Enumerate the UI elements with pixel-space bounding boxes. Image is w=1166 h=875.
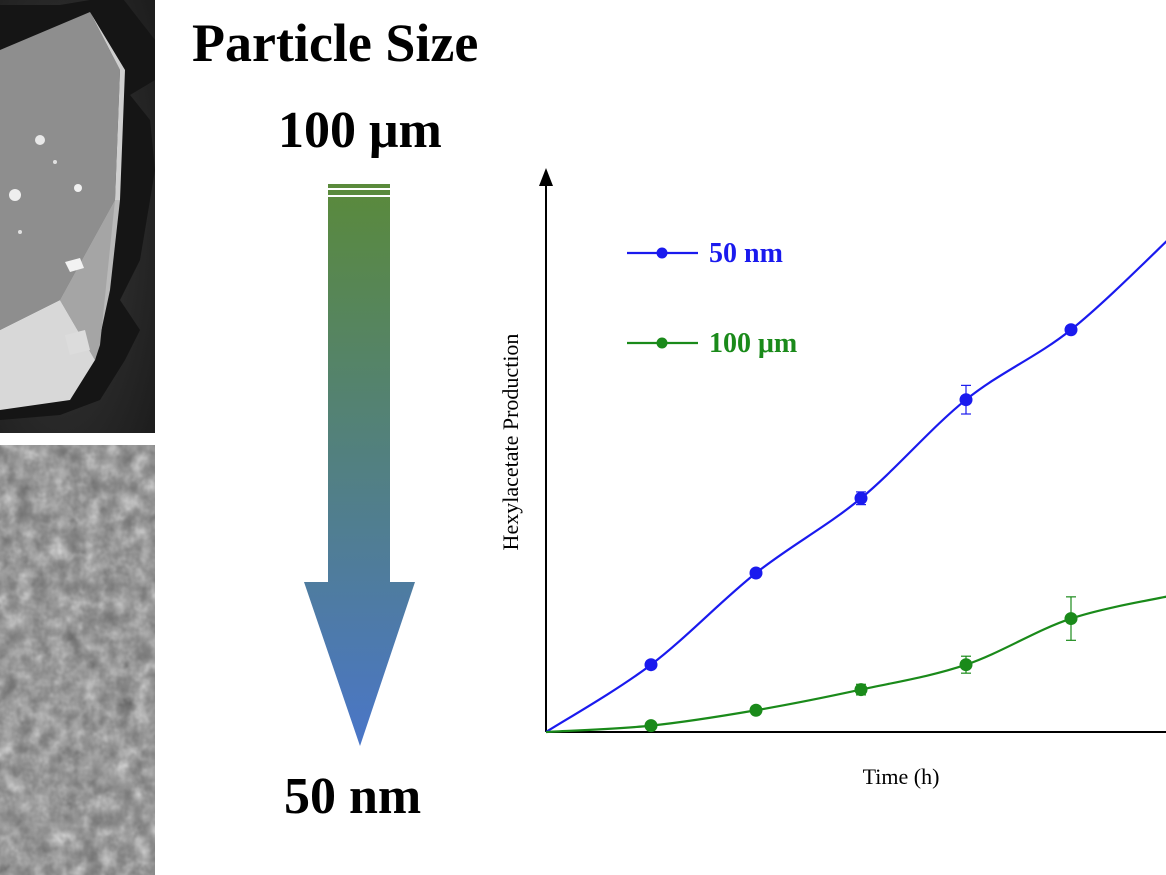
data-point-0-5: [1064, 323, 1078, 337]
data-point-0-3: [854, 491, 868, 505]
y-axis-arrowhead: [539, 168, 553, 186]
series-line-0: [545, 240, 1166, 733]
size-label-small: 50 nm: [284, 768, 422, 825]
legend-marker-1: [656, 337, 668, 349]
particle-size-title: Particle Size: [192, 13, 479, 73]
hexylacetate-production-chart: Time (h) Hexylacetate Production 50 nm 100 …: [498, 168, 1166, 789]
sem-image-nanoparticles: [0, 445, 155, 875]
data-point-1-4: [959, 658, 973, 672]
data-point-1-5: [1064, 612, 1078, 626]
data-point-0-1: [644, 658, 658, 672]
data-point-0-2: [749, 566, 763, 580]
legend-label-1: 100 μm: [709, 328, 797, 359]
size-label-large: 100 μm: [278, 102, 442, 159]
data-point-0-4: [959, 393, 973, 407]
y-axis-label: Hexylacetate Production: [498, 334, 523, 551]
legend-marker-0: [656, 247, 668, 259]
data-point-1-1: [644, 719, 658, 733]
sem-image-large-crystal: [0, 0, 155, 433]
data-point-1-2: [749, 703, 763, 717]
size-decrease-arrow-icon: [304, 182, 415, 746]
data-point-1-3: [854, 683, 868, 697]
x-axis-label: Time (h): [863, 764, 940, 789]
legend-label-0: 50 nm: [709, 238, 783, 269]
